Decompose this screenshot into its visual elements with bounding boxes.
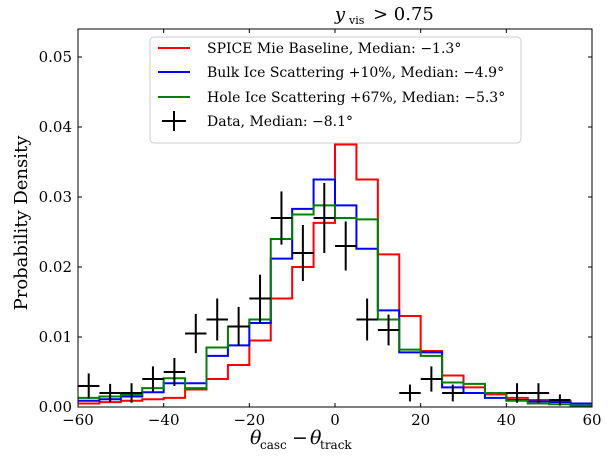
data-point — [163, 358, 186, 386]
x-tick-label: 60 — [582, 411, 601, 429]
svg-text:vis: vis — [348, 14, 365, 27]
y-tick-label: 0.05 — [39, 48, 72, 66]
data-point — [420, 366, 443, 392]
legend: SPICE Mie Baseline, Median: −1.3° Bulk Ic… — [149, 36, 522, 144]
x-tick-label: 0 — [330, 411, 340, 429]
legend-item: SPICE Mie Baseline, Median: −1.3° — [158, 41, 461, 57]
legend-label: Data, Median: −8.1° — [207, 114, 353, 130]
legend-item: Bulk Ice Scattering +10%, Median: −4.9° — [158, 65, 504, 81]
data-point — [249, 274, 271, 323]
data-points — [78, 183, 571, 406]
legend-label: Bulk Ice Scattering +10%, Median: −4.9° — [207, 65, 504, 81]
data-point — [270, 191, 293, 245]
legend-item: Data, Median: −8.1° — [162, 111, 353, 131]
series-line-2 — [78, 204, 592, 407]
data-point — [377, 314, 400, 346]
svg-text:y: y — [334, 4, 346, 25]
y-axis-label: Probability Density — [11, 135, 32, 311]
data-point — [120, 383, 143, 403]
data-point — [399, 384, 421, 402]
y-tick-label: 0.01 — [39, 328, 72, 346]
svg-text:casc: casc — [260, 438, 287, 452]
data-point — [185, 313, 207, 354]
x-axis-label: θ casc − θ track — [250, 427, 352, 452]
data-point — [506, 383, 528, 403]
y-tick-label: 0.02 — [39, 258, 72, 276]
x-tick-label: 20 — [411, 411, 430, 429]
svg-text:θ: θ — [310, 427, 322, 449]
data-point — [292, 225, 314, 281]
x-tick-label: 40 — [497, 411, 516, 429]
legend-item: Hole Ice Scattering +67%, Median: −5.3° — [158, 90, 505, 106]
legend-label: SPICE Mie Baseline, Median: −1.3° — [207, 41, 461, 57]
svg-text:θ: θ — [250, 427, 262, 449]
data-point — [142, 366, 164, 392]
data-point — [227, 306, 250, 347]
data-point — [549, 394, 571, 406]
data-point — [78, 373, 100, 399]
x-tick-label: −20 — [234, 411, 266, 429]
data-point — [356, 298, 378, 341]
x-tick-label: −40 — [148, 411, 180, 429]
svg-text:track: track — [320, 438, 352, 452]
data-point — [313, 183, 335, 253]
data-point — [99, 383, 121, 403]
y-tick-label: 0.00 — [39, 398, 72, 416]
legend-label: Hole Ice Scattering +67%, Median: −5.3° — [207, 90, 505, 106]
data-point — [335, 221, 357, 271]
y-tick-label: 0.03 — [39, 188, 72, 206]
data-point — [527, 383, 550, 403]
svg-text:> 0.75: > 0.75 — [373, 4, 434, 25]
y-tick-label: 0.04 — [39, 118, 72, 136]
svg-text:−: − — [292, 427, 308, 449]
data-point — [206, 298, 228, 341]
legend-frame — [149, 36, 522, 144]
chart-title: y vis > 0.75 — [334, 4, 434, 27]
x-tick-label: −60 — [62, 411, 94, 429]
data-point — [442, 384, 464, 402]
